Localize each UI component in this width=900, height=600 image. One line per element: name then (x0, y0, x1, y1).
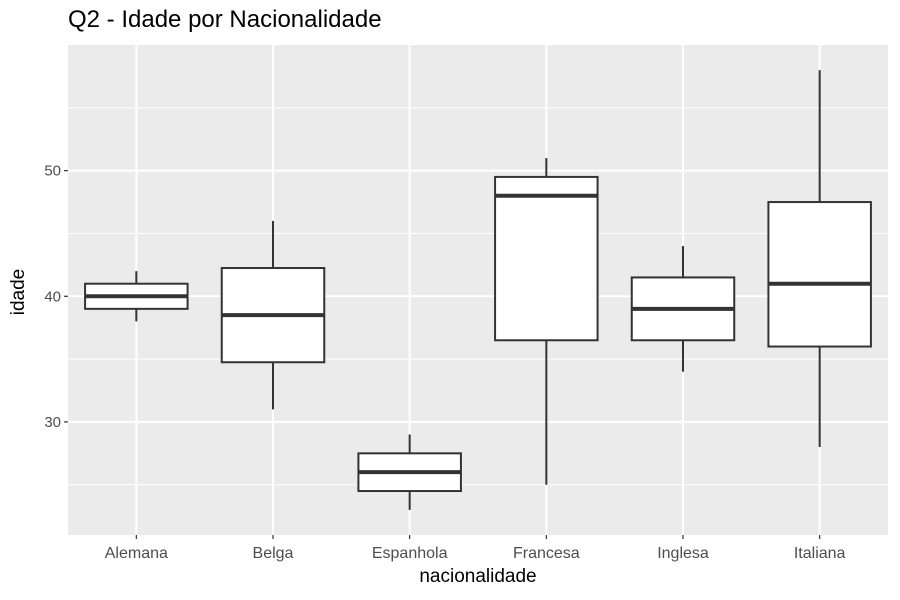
box-inglesa (630, 246, 736, 372)
x-axis-title: nacionalidade (419, 566, 537, 587)
y-axis-title: idade (8, 268, 29, 316)
box-alemana (84, 271, 189, 322)
x-tick-label: Belga (253, 545, 294, 562)
boxes (84, 70, 872, 510)
plot-panel (68, 45, 888, 535)
chart-title: Q2 - Idade por Nacionalidade (68, 6, 382, 33)
box-iqr (767, 201, 872, 348)
x-tick-label: Alemana (105, 545, 168, 562)
y-tick-label: 30 (44, 414, 61, 431)
box-espanhola (357, 434, 462, 510)
x-tick-label: Espanhola (372, 545, 448, 562)
x-tick-label: Inglesa (657, 545, 709, 562)
box-belga (220, 220, 326, 410)
box-italiana (767, 70, 872, 448)
y-tick-label: 50 (44, 163, 61, 180)
y-tick-label: 40 (44, 288, 61, 305)
x-tick-label: Italiana (794, 545, 846, 562)
box-iqr (494, 175, 599, 342)
minor-gridlines (68, 107, 888, 486)
box-francesa (494, 158, 599, 485)
x-axis: Alemana Belga Espanhola Francesa Inglesa Ital… (105, 535, 846, 562)
y-axis: 30 40 50 (44, 163, 68, 431)
x-tick-label: Francesa (513, 545, 580, 562)
